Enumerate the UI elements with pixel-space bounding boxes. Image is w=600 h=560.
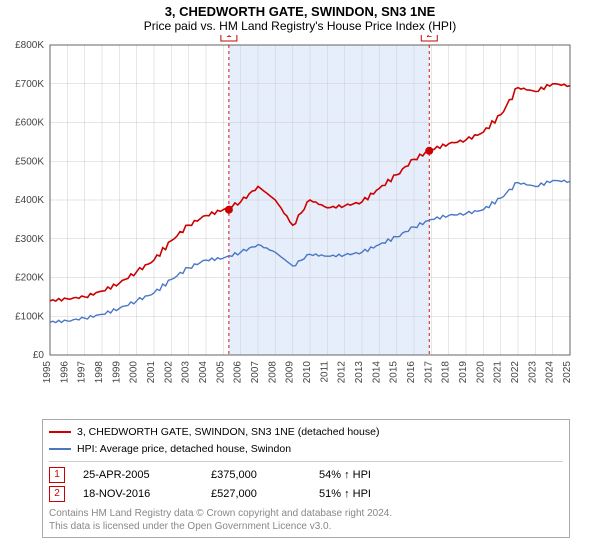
sale-row: 2 18-NOV-2016 £527,000 51% ↑ HPI: [49, 483, 563, 502]
sale-date: 18-NOV-2016: [83, 487, 193, 502]
marker-box: 1: [49, 467, 65, 483]
svg-text:2016: 2016: [406, 361, 417, 384]
svg-text:1995: 1995: [42, 361, 53, 384]
legend-row-series2: HPI: Average price, detached house, Swin…: [49, 441, 563, 458]
page-title: 3, CHEDWORTH GATE, SWINDON, SN3 1NE: [0, 0, 600, 19]
svg-text:2017: 2017: [423, 361, 434, 384]
svg-text:2004: 2004: [198, 361, 209, 384]
legend-row-series1: 3, CHEDWORTH GATE, SWINDON, SN3 1NE (det…: [49, 424, 563, 441]
svg-text:2015: 2015: [389, 361, 400, 384]
sale-vs-hpi: 51% ↑ HPI: [319, 487, 371, 502]
svg-text:2008: 2008: [267, 361, 278, 384]
sale-date: 25-APR-2005: [83, 468, 193, 483]
svg-text:£400K: £400K: [15, 195, 44, 206]
svg-text:2024: 2024: [545, 361, 556, 384]
legend-label-2: HPI: Average price, detached house, Swin…: [77, 442, 291, 457]
svg-text:2012: 2012: [337, 361, 348, 384]
svg-text:2002: 2002: [163, 361, 174, 384]
svg-text:2011: 2011: [319, 361, 330, 383]
legend-panel: 3, CHEDWORTH GATE, SWINDON, SN3 1NE (det…: [42, 419, 570, 538]
svg-text:£800K: £800K: [15, 40, 44, 51]
divider: [49, 461, 563, 462]
svg-text:2020: 2020: [475, 361, 486, 384]
legend-swatch-1: [49, 431, 71, 433]
svg-text:2013: 2013: [354, 361, 365, 384]
sale-price: £527,000: [211, 487, 301, 502]
svg-text:£100K: £100K: [15, 311, 44, 322]
svg-text:£200K: £200K: [15, 273, 44, 284]
svg-text:1996: 1996: [59, 361, 70, 384]
svg-text:1999: 1999: [111, 361, 122, 384]
svg-text:2001: 2001: [146, 361, 157, 384]
svg-text:2000: 2000: [129, 361, 140, 384]
chart-area: £0 £100K £200K £300K £400K £500K £600K £700K £80…: [0, 35, 600, 415]
svg-text:2007: 2007: [250, 361, 261, 384]
footer-text: Contains HM Land Registry data © Crown c…: [49, 502, 563, 533]
line-chart: £0 £100K £200K £300K £400K £500K £600K £700K £80…: [0, 35, 600, 415]
svg-text:1: 1: [226, 35, 232, 40]
page-subtitle: Price paid vs. HM Land Registry's House …: [0, 19, 600, 35]
sale-price: £375,000: [211, 468, 301, 483]
svg-text:£300K: £300K: [15, 234, 44, 245]
sale-row: 1 25-APR-2005 £375,000 54% ↑ HPI: [49, 464, 563, 483]
svg-text:2010: 2010: [302, 361, 313, 384]
svg-text:£600K: £600K: [15, 118, 44, 129]
svg-text:1998: 1998: [94, 361, 105, 384]
svg-text:1997: 1997: [77, 361, 88, 384]
svg-text:2: 2: [426, 35, 432, 40]
svg-text:2021: 2021: [493, 361, 504, 384]
legend-label-1: 3, CHEDWORTH GATE, SWINDON, SN3 1NE (det…: [77, 425, 379, 440]
svg-text:2009: 2009: [285, 361, 296, 384]
marker-box: 2: [49, 486, 65, 502]
svg-text:2019: 2019: [458, 361, 469, 384]
legend-swatch-2: [49, 448, 71, 450]
svg-text:2003: 2003: [181, 361, 192, 384]
svg-text:2006: 2006: [233, 361, 244, 384]
svg-text:2023: 2023: [527, 361, 538, 384]
svg-text:2018: 2018: [441, 361, 452, 384]
sale-vs-hpi: 54% ↑ HPI: [319, 468, 371, 483]
svg-text:£700K: £700K: [15, 79, 44, 90]
svg-text:2022: 2022: [510, 361, 521, 384]
svg-text:2014: 2014: [371, 361, 382, 384]
svg-text:2025: 2025: [562, 361, 573, 384]
svg-text:£500K: £500K: [15, 156, 44, 167]
svg-text:£0: £0: [33, 350, 45, 361]
svg-text:2005: 2005: [215, 361, 226, 384]
